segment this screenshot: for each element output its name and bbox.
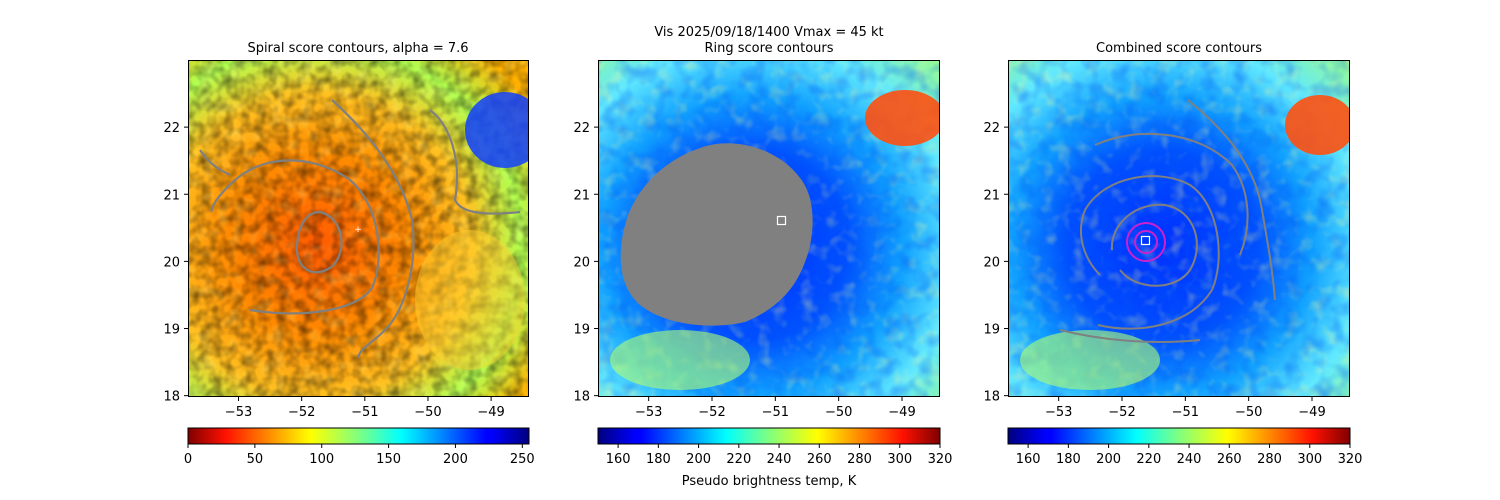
y-tick-label: 18 <box>163 390 180 405</box>
panel-2-center-marker <box>776 215 787 226</box>
colorbar-tick-label: 250 <box>510 452 535 467</box>
panel-3-colorbar <box>1007 427 1351 445</box>
contour-line <box>210 159 380 315</box>
panel-3-center-marker <box>1140 235 1151 246</box>
x-tick-label: −52 <box>288 405 315 420</box>
colorbar-tick-label: 160 <box>606 452 631 467</box>
contour-line <box>1059 329 1201 343</box>
y-tick-label: 22 <box>163 121 180 136</box>
y-tick-label: 21 <box>573 188 590 203</box>
contour-line <box>331 99 415 359</box>
contour-line <box>1080 175 1220 330</box>
colorbar-tick-label: 240 <box>767 452 792 467</box>
contour-line <box>1187 99 1276 301</box>
x-tick-label: −53 <box>635 405 662 420</box>
colorbar-label: Pseudo brightness temp, K <box>682 474 857 489</box>
x-tick-label: −49 <box>477 405 504 420</box>
y-tick-label: 22 <box>573 121 590 136</box>
y-tick-label: 19 <box>573 323 590 338</box>
panel-1-colorbar <box>187 427 530 445</box>
x-tick-label: −49 <box>1298 405 1325 420</box>
y-tick-label: 22 <box>983 121 1000 136</box>
y-tick-label: 21 <box>163 188 180 203</box>
y-tick-label: 19 <box>163 323 180 338</box>
contour-line <box>295 210 343 274</box>
x-tick-label: −51 <box>351 405 378 420</box>
panel-1-frame <box>188 60 529 397</box>
y-tick-label: 20 <box>163 255 180 270</box>
contour-line <box>429 109 521 215</box>
contour-line <box>199 149 231 176</box>
colorbar-tick-label: 280 <box>1257 452 1282 467</box>
contour-line <box>1094 132 1249 256</box>
x-tick-label: −49 <box>888 405 915 420</box>
colorbar-tick-label: 260 <box>1217 452 1242 467</box>
colorbar-tick-label: 300 <box>887 452 912 467</box>
colorbar-tick-label: 220 <box>726 452 751 467</box>
x-tick-label: −51 <box>762 405 789 420</box>
colorbar-ticks-layer: 0 50 100 150 200 250 160 180 200 220 240 260 280 300 3… <box>184 444 1363 467</box>
x-tick-label: −52 <box>1108 405 1135 420</box>
figure-title: Vis 2025/09/18/1400 Vmax = 45 kt <box>654 25 883 40</box>
colorbar-tick-label: 180 <box>646 452 671 467</box>
x-tick-label: −50 <box>825 405 852 420</box>
x-tick-label: −52 <box>698 405 725 420</box>
colorbar-tick-label: 320 <box>928 452 953 467</box>
panel-2-warm-region <box>865 90 940 146</box>
panel-2-warm-band <box>610 330 750 390</box>
colorbar-tick-label: 300 <box>1297 452 1322 467</box>
colorbar-tick-label: 240 <box>1177 452 1202 467</box>
panel-1-warm-band <box>415 230 525 370</box>
panel-3-warm-band <box>1020 330 1160 390</box>
colorbar-tick-label: 280 <box>847 452 872 467</box>
panel-1-plot-area: + <box>188 60 529 397</box>
y-tick-label: 19 <box>983 323 1000 338</box>
colorbar-tick-label: 150 <box>376 452 401 467</box>
y-tick-label: 20 <box>573 255 590 270</box>
x-tick-label: −53 <box>225 405 252 420</box>
x-tick-label: −53 <box>1045 405 1072 420</box>
colorbar-tick-label: 320 <box>1338 452 1363 467</box>
panel-1-cold-region <box>465 92 529 168</box>
colorbar-tick-label: 260 <box>807 452 832 467</box>
x-tick-label: −50 <box>1235 405 1262 420</box>
y-tick-label: 18 <box>983 390 1000 405</box>
panel-1-title: Spiral score contours, alpha = 7.6 <box>247 41 468 56</box>
colorbar-tick-label: 200 <box>686 452 711 467</box>
contour-line <box>1110 203 1198 287</box>
contour-line <box>1126 222 1166 262</box>
y-tick-label: 20 <box>983 255 1000 270</box>
colorbar-tick-label: 200 <box>443 452 468 467</box>
axes-layer: −53 −52 −51 −50 −49 18 19 20 21 22 −53 −52 −51 −50 −49… <box>163 121 1325 420</box>
y-tick-label: 21 <box>983 188 1000 203</box>
panel-3-contours <box>1059 99 1276 343</box>
panel-3-magenta-contours <box>1126 222 1166 262</box>
panel-2-frame <box>598 60 940 397</box>
panel-2-title: Ring score contours <box>704 41 833 56</box>
colorbar-tick-label: 50 <box>247 452 264 467</box>
colorbar-tick-label: 0 <box>184 452 192 467</box>
contour-line <box>1134 230 1158 254</box>
panel-3-plot-area <box>1008 60 1350 397</box>
colorbar-tick-label: 220 <box>1136 452 1161 467</box>
colorbar-tick-label: 180 <box>1056 452 1081 467</box>
colorbar-tick-label: 100 <box>309 452 334 467</box>
panel-1-center-marker: + <box>354 225 362 235</box>
panel-2-colorbar <box>597 427 941 445</box>
panel-3-warm-region <box>1285 95 1350 155</box>
panel-3-title: Combined score contours <box>1096 41 1262 56</box>
colorbar-tick-label: 160 <box>1016 452 1041 467</box>
panel-2-mask <box>620 143 813 326</box>
colorbar-tick-label: 200 <box>1096 452 1121 467</box>
x-tick-label: −50 <box>414 405 441 420</box>
panel-3-frame <box>1008 60 1350 397</box>
panel-1-contours <box>199 99 521 359</box>
panel-2-plot-area <box>598 60 940 397</box>
y-tick-label: 18 <box>573 390 590 405</box>
x-tick-label: −51 <box>1172 405 1199 420</box>
